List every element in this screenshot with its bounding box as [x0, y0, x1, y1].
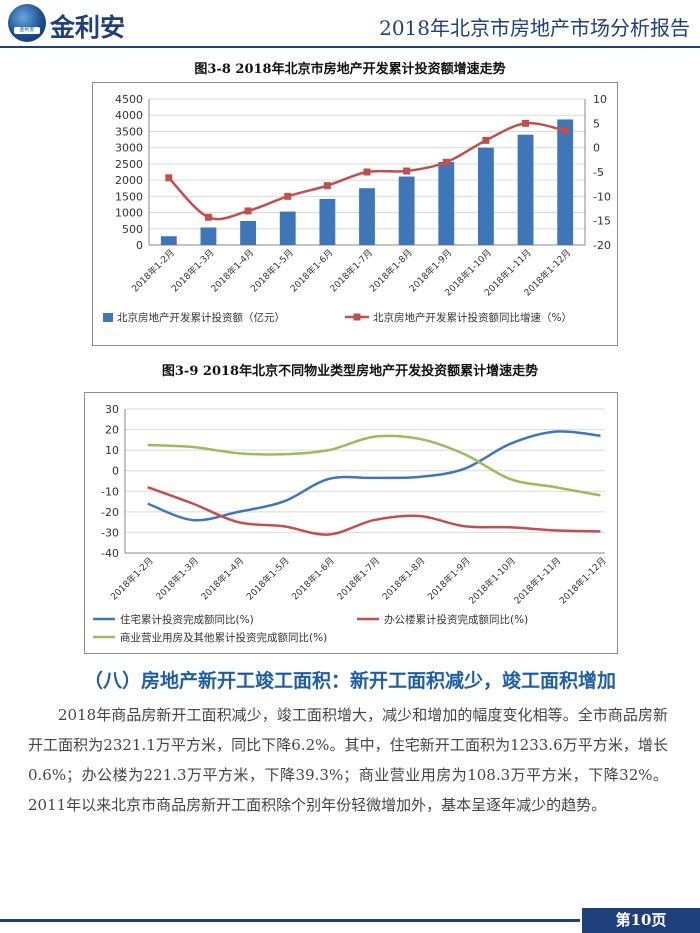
- growth-marker: [403, 167, 411, 175]
- y-right-tick-label: 5: [593, 117, 600, 130]
- bar: [398, 176, 415, 245]
- header-divider: [0, 46, 700, 48]
- bar: [359, 188, 375, 245]
- x-tick-label: 2018年1-4月: [199, 555, 247, 603]
- series-line-1: [147, 430, 601, 522]
- y-left-tick-label: 3000: [115, 142, 143, 155]
- y-left-tick-label: 500: [122, 223, 143, 236]
- y-right-tick-label: -5: [593, 166, 604, 179]
- y-tick-label: -20: [101, 506, 119, 519]
- growth-marker: [204, 213, 212, 221]
- x-tick-label: 2018年1-11月: [511, 555, 563, 607]
- y-tick-label: 20: [105, 424, 119, 437]
- growth-marker: [363, 168, 371, 176]
- y-right-tick-label: 10: [593, 93, 607, 106]
- bar: [240, 220, 257, 245]
- chart1-svg: 0 500 1000 1500 2000 2500 3000 3500 4000 4500 -20 -…: [103, 93, 611, 324]
- y-left-tick-label: 1000: [115, 207, 143, 220]
- x-tick-label: 2018年1-8月: [380, 555, 428, 603]
- legend-bar-swatch: [103, 313, 113, 322]
- y-right-tick-label: -15: [593, 215, 611, 228]
- chart1-title: 图3-8 2018年北京市房地产开发累计投资额增速走势: [194, 62, 506, 77]
- y-tick-label: 0: [112, 465, 119, 478]
- y-tick-label: 30: [105, 403, 119, 416]
- brand-name: 金利安: [50, 13, 126, 42]
- series-line-3: [147, 434, 601, 497]
- y-tick-label: -40: [101, 547, 119, 560]
- bar: [438, 161, 455, 245]
- legend-line-marker: [353, 313, 361, 321]
- bar: [477, 147, 494, 245]
- y-tick-label: -10: [101, 485, 119, 498]
- x-tick-label: 2018年1-10月: [466, 555, 518, 607]
- y-left-tick-label: 4000: [115, 109, 143, 122]
- growth-marker: [522, 119, 530, 127]
- y-left-tick-label: 4500: [115, 93, 143, 106]
- logo-icon: 金利安: [8, 4, 46, 42]
- footer-rule: [0, 919, 580, 922]
- chart2-svg: -40-30-20-1001020302018年1-2月2018年1-3月201…: [93, 403, 609, 644]
- legend-label-1: 住宅累计投资完成额同比(%): [120, 613, 254, 626]
- y-tick-label: 10: [105, 444, 119, 457]
- page-number: 第10页: [582, 908, 700, 933]
- y-left-tick-label: 1500: [115, 190, 143, 203]
- growth-marker: [165, 174, 173, 182]
- bar: [160, 236, 177, 245]
- growth-marker: [284, 192, 292, 200]
- legend-label-3: 商业营业用房及其他累计投资完成额同比(%): [120, 631, 327, 644]
- legend-line-label: 北京房地产开发累计投资额同比增速（%）: [373, 311, 572, 324]
- growth-marker: [244, 207, 252, 215]
- bar: [557, 119, 574, 245]
- logo-band: 金利安: [14, 27, 40, 34]
- y-left-tick-label: 2500: [115, 158, 143, 171]
- x-tick-label: 2018年1-9月: [425, 555, 473, 603]
- x-tick-label: 2018年1-2月: [108, 555, 156, 603]
- growth-marker: [323, 182, 331, 190]
- bar: [200, 227, 217, 245]
- section-heading: （八）房地产新开工竣工面积：新开工面积减少，竣工面积增加: [83, 670, 616, 692]
- y-left-tick-label: 0: [136, 239, 143, 252]
- y-left-tick-label: 3500: [115, 125, 143, 138]
- legend-bar-label: 北京房地产开发累计投资额（亿元）: [117, 311, 285, 324]
- chart2-title: 图3-9 2018年北京不同物业类型房地产开发投资额累计增速走势: [161, 364, 539, 379]
- page-footer: 第10页: [0, 908, 700, 933]
- growth-marker: [442, 158, 450, 166]
- x-tick-label: 2018年1-5月: [244, 555, 292, 603]
- chart2-frame: -40 -30 -20 -10 0 10 20 30 2018年1-2月 2018年1-3月 201…: [84, 392, 618, 654]
- y-right-tick-label: -10: [593, 190, 611, 203]
- chart1-frame: 0 500 1000 1500 2000 2500 3000 3500 4000 4500 -20 -…: [92, 82, 618, 346]
- growth-marker: [561, 127, 569, 135]
- x-tick-label: 2018年1-12月: [557, 555, 609, 607]
- y-left-tick-label: 2000: [115, 174, 143, 187]
- y-tick-label: -30: [101, 526, 119, 539]
- bar: [319, 198, 336, 245]
- x-tick-label: 2018年1-7月: [334, 555, 382, 603]
- report-title: 2018年北京市房地产市场分析报告: [379, 16, 690, 40]
- y-right-tick-label: 0: [593, 142, 600, 155]
- growth-marker: [482, 136, 490, 144]
- body-paragraph: 2018年商品房新开工面积减少，竣工面积增大，减少和增加的幅度变化相等。全市商品…: [28, 706, 668, 814]
- bar: [279, 211, 296, 245]
- series-line-2: [147, 485, 601, 536]
- bar: [517, 134, 534, 245]
- legend-label-2: 办公楼累计投资完成额同比(%): [384, 613, 528, 626]
- page-header: 金利安 金利安 2018年北京市房地产市场分析报告: [0, 0, 700, 48]
- x-tick-label: 2018年1-3月: [153, 555, 201, 603]
- y-right-tick-label: -20: [593, 239, 611, 252]
- x-tick-label: 2018年1-6月: [289, 555, 337, 603]
